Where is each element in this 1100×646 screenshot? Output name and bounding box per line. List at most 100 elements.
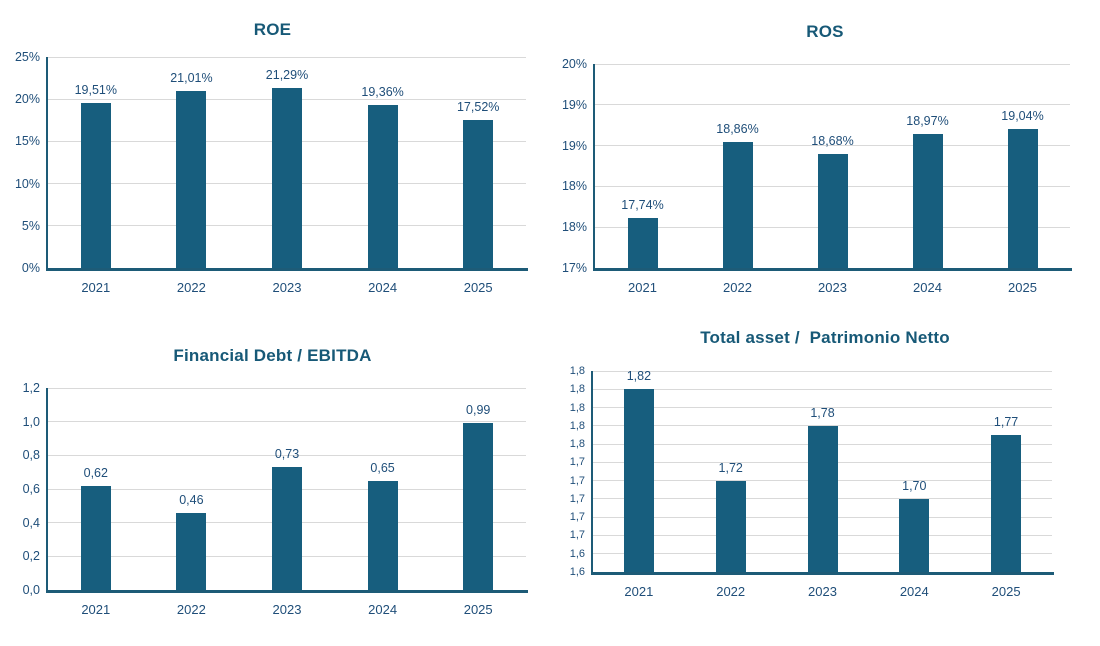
y-tick-label: 18% (561, 220, 587, 235)
y-tick-label: 5% (21, 218, 40, 233)
bar (722, 141, 753, 268)
gridline (593, 407, 1052, 409)
bar (367, 104, 398, 268)
x-category-label: 2022 (723, 280, 752, 295)
bar (912, 134, 943, 268)
x-axis-line (46, 268, 528, 271)
x-category-label: 2024 (913, 280, 942, 295)
chart-title-financial-debt-ebitda: Financial Debt / EBITDA (173, 346, 372, 365)
y-tick-label: 0,0 (22, 583, 40, 597)
bar-value-label: 1,77 (993, 414, 1019, 429)
bar-value-label: 17,74% (621, 197, 664, 212)
bar (899, 498, 930, 572)
bar (463, 120, 494, 268)
x-category-label: 2025 (991, 584, 1021, 599)
bar-value-label: 0,65 (370, 460, 395, 475)
y-tick-label: 0,4 (22, 515, 40, 530)
chart-ros: ROS 17% 18% 18% 19% 19% 20% 17,74% 2021 18,86% 20… (550, 0, 1100, 310)
bar (367, 480, 398, 590)
y-tick-label: 17% (561, 261, 587, 275)
chart-title-total-asset-patrimonio-netto: Total asset / Patrimonio Netto (700, 328, 950, 347)
bar-value-label: 0,99 (466, 403, 491, 418)
y-tick-label: 0% (21, 261, 40, 275)
bar (715, 480, 746, 572)
bar-value-label: 0,62 (83, 465, 108, 480)
x-category-label: 2025 (463, 280, 493, 295)
x-category-label: 2021 (81, 602, 111, 617)
y-tick-label: 0,6 (22, 482, 40, 496)
x-axis-line (591, 572, 1054, 575)
y-tick-label: 25% (14, 50, 40, 64)
x-category-label: 2025 (463, 602, 493, 617)
x-category-label: 2024 (899, 584, 929, 599)
bar (627, 217, 658, 268)
gridline (48, 421, 526, 423)
bar (817, 153, 848, 268)
y-tick-label: 1,6 (569, 547, 585, 560)
y-tick-label: 1,7 (569, 456, 585, 469)
bar (623, 389, 654, 572)
bar-value-label: 18,86% (716, 121, 759, 136)
bar (272, 467, 302, 590)
chart-total-asset-patrimonio-netto: Total asset / Patrimonio Netto 1,6 1,6 1,7… (550, 320, 1100, 646)
y-axis-line (46, 57, 48, 268)
x-category-label: 2021 (81, 280, 111, 295)
chart-financial-debt-ebitda: Financial Debt / EBITDA 0,0 0,2 0,4 0,6 0,8 1… (0, 320, 545, 646)
y-tick-label: 19% (561, 138, 587, 153)
bar-value-label: 0,46 (179, 492, 204, 507)
y-tick-label: 1,2 (22, 381, 40, 395)
bar-value-label: 19,04% (1001, 109, 1044, 124)
y-tick-label: 20% (14, 92, 40, 107)
x-category-label: 2024 (368, 280, 398, 295)
y-tick-label: 15% (14, 134, 40, 149)
bar (176, 512, 207, 590)
bar-value-label: 19,36% (361, 84, 404, 99)
x-category-label: 2021 (628, 280, 657, 295)
y-tick-label: 1,0 (22, 414, 40, 429)
y-tick-label: 1,6 (569, 566, 585, 578)
x-category-label: 2023 (818, 280, 847, 295)
y-tick-label: 18% (561, 179, 587, 194)
x-category-label: 2021 (624, 584, 654, 599)
x-axis-line (593, 268, 1072, 271)
bar-value-label: 1,70 (902, 478, 927, 493)
y-tick-label: 20% (561, 57, 587, 71)
bar-value-label: 19,51% (74, 83, 117, 98)
y-tick-label: 10% (14, 176, 40, 191)
y-tick-label: 1,7 (569, 511, 585, 524)
x-category-label: 2022 (176, 280, 206, 295)
bar (463, 423, 494, 590)
bar-value-label: 18,97% (906, 114, 949, 129)
x-category-label: 2025 (1008, 280, 1037, 295)
y-tick-label: 1,8 (569, 438, 585, 451)
bar (272, 88, 302, 268)
bar-value-label: 17,52% (456, 100, 500, 115)
y-tick-label: 0,8 (22, 448, 40, 463)
x-category-label: 2024 (368, 602, 398, 617)
bar-value-label: 21,01% (170, 70, 213, 85)
x-category-label: 2023 (272, 280, 302, 295)
bar-value-label: 18,68% (811, 133, 854, 148)
bar (807, 425, 838, 572)
y-axis-line (46, 388, 48, 590)
x-category-label: 2023 (808, 584, 837, 599)
x-category-label: 2022 (716, 584, 746, 599)
gridline (48, 56, 526, 58)
chart-title-ros: ROS (806, 22, 844, 41)
gridline (595, 63, 1070, 65)
bar (80, 485, 111, 590)
gridline (48, 454, 526, 456)
bar (991, 434, 1022, 572)
gridline (595, 145, 1070, 147)
gridline (48, 387, 526, 389)
y-tick-label: 19% (561, 97, 587, 112)
y-tick-label: 1,8 (569, 401, 585, 414)
bar (80, 103, 111, 268)
bar (176, 90, 207, 268)
chart-roe: ROE 0% 5% 10% 15% 20% 25% 19,51% 2021 21,01% 2022… (0, 0, 545, 310)
x-category-label: 2023 (272, 602, 302, 617)
gridline (593, 370, 1052, 372)
chart-title-roe: ROE (253, 20, 292, 39)
x-category-label: 2022 (176, 602, 206, 617)
